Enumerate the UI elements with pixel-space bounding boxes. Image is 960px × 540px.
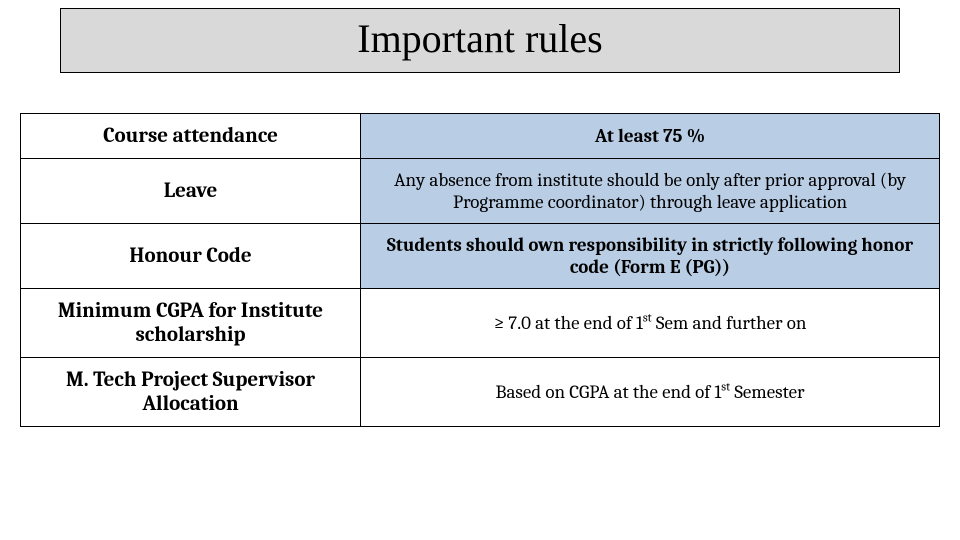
table-row: Honour CodeStudents should own responsib… <box>21 224 940 289</box>
rule-label: Minimum CGPA for Institute scholarship <box>21 289 361 358</box>
rule-label: M. Tech Project Supervisor Allocation <box>21 358 361 427</box>
rule-value: ≥ 7.0 at the end of 1st Sem and further … <box>361 289 940 358</box>
slide: Important rules Course attendanceAt leas… <box>0 0 960 540</box>
table-row: Minimum CGPA for Institute scholarship≥ … <box>21 289 940 358</box>
rule-label: Leave <box>21 159 361 224</box>
rules-table: Course attendanceAt least 75 %LeaveAny a… <box>20 113 940 427</box>
rule-value: Any absence from institute should be onl… <box>361 159 940 224</box>
page-title: Important rules <box>61 15 899 62</box>
rule-label: Course attendance <box>21 114 361 159</box>
table-row: M. Tech Project Supervisor AllocationBas… <box>21 358 940 427</box>
table-row: LeaveAny absence from institute should b… <box>21 159 940 224</box>
title-box: Important rules <box>60 8 900 73</box>
rule-value: At least 75 % <box>361 114 940 159</box>
rule-value: Students should own responsibility in st… <box>361 224 940 289</box>
table-row: Course attendanceAt least 75 % <box>21 114 940 159</box>
rule-value: Based on CGPA at the end of 1st Semester <box>361 358 940 427</box>
rule-label: Honour Code <box>21 224 361 289</box>
rules-tbody: Course attendanceAt least 75 %LeaveAny a… <box>21 114 940 427</box>
